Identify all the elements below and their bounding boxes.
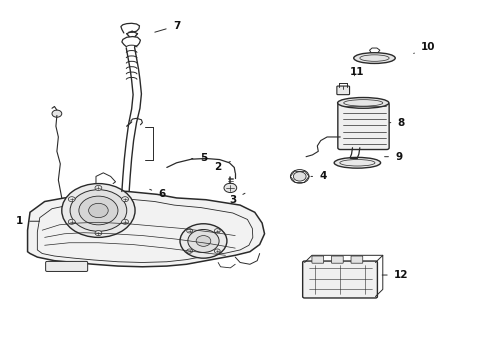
Circle shape [79,196,118,225]
Text: 7: 7 [155,21,180,32]
FancyBboxPatch shape [312,256,324,263]
Circle shape [224,183,237,193]
Polygon shape [27,191,265,267]
Circle shape [180,224,227,258]
Circle shape [214,229,220,233]
Ellipse shape [338,98,389,108]
Text: 3: 3 [229,193,245,205]
Circle shape [95,230,102,235]
Circle shape [95,185,102,190]
Circle shape [214,249,220,253]
Circle shape [52,110,62,117]
Circle shape [187,249,193,253]
Text: 5: 5 [192,153,207,163]
FancyBboxPatch shape [351,256,363,263]
Circle shape [294,172,306,181]
FancyBboxPatch shape [331,256,343,263]
Circle shape [122,219,128,224]
Circle shape [89,203,108,218]
FancyBboxPatch shape [338,103,389,149]
FancyBboxPatch shape [303,261,377,298]
Circle shape [187,229,193,233]
Text: 10: 10 [414,42,436,53]
Text: 11: 11 [350,67,365,77]
Circle shape [196,235,211,246]
Text: 8: 8 [390,118,405,128]
Text: 12: 12 [382,270,409,280]
Circle shape [70,190,127,231]
Text: 9: 9 [385,152,402,162]
Circle shape [188,229,219,252]
FancyBboxPatch shape [337,86,349,95]
Ellipse shape [354,53,395,63]
Circle shape [122,197,128,202]
Ellipse shape [334,157,381,168]
Circle shape [68,219,75,224]
Text: 1: 1 [16,216,40,226]
Text: 6: 6 [150,189,166,199]
Text: 2: 2 [215,162,230,172]
FancyBboxPatch shape [46,261,88,271]
Circle shape [62,184,135,237]
Text: 4: 4 [311,171,327,181]
Circle shape [68,197,75,202]
